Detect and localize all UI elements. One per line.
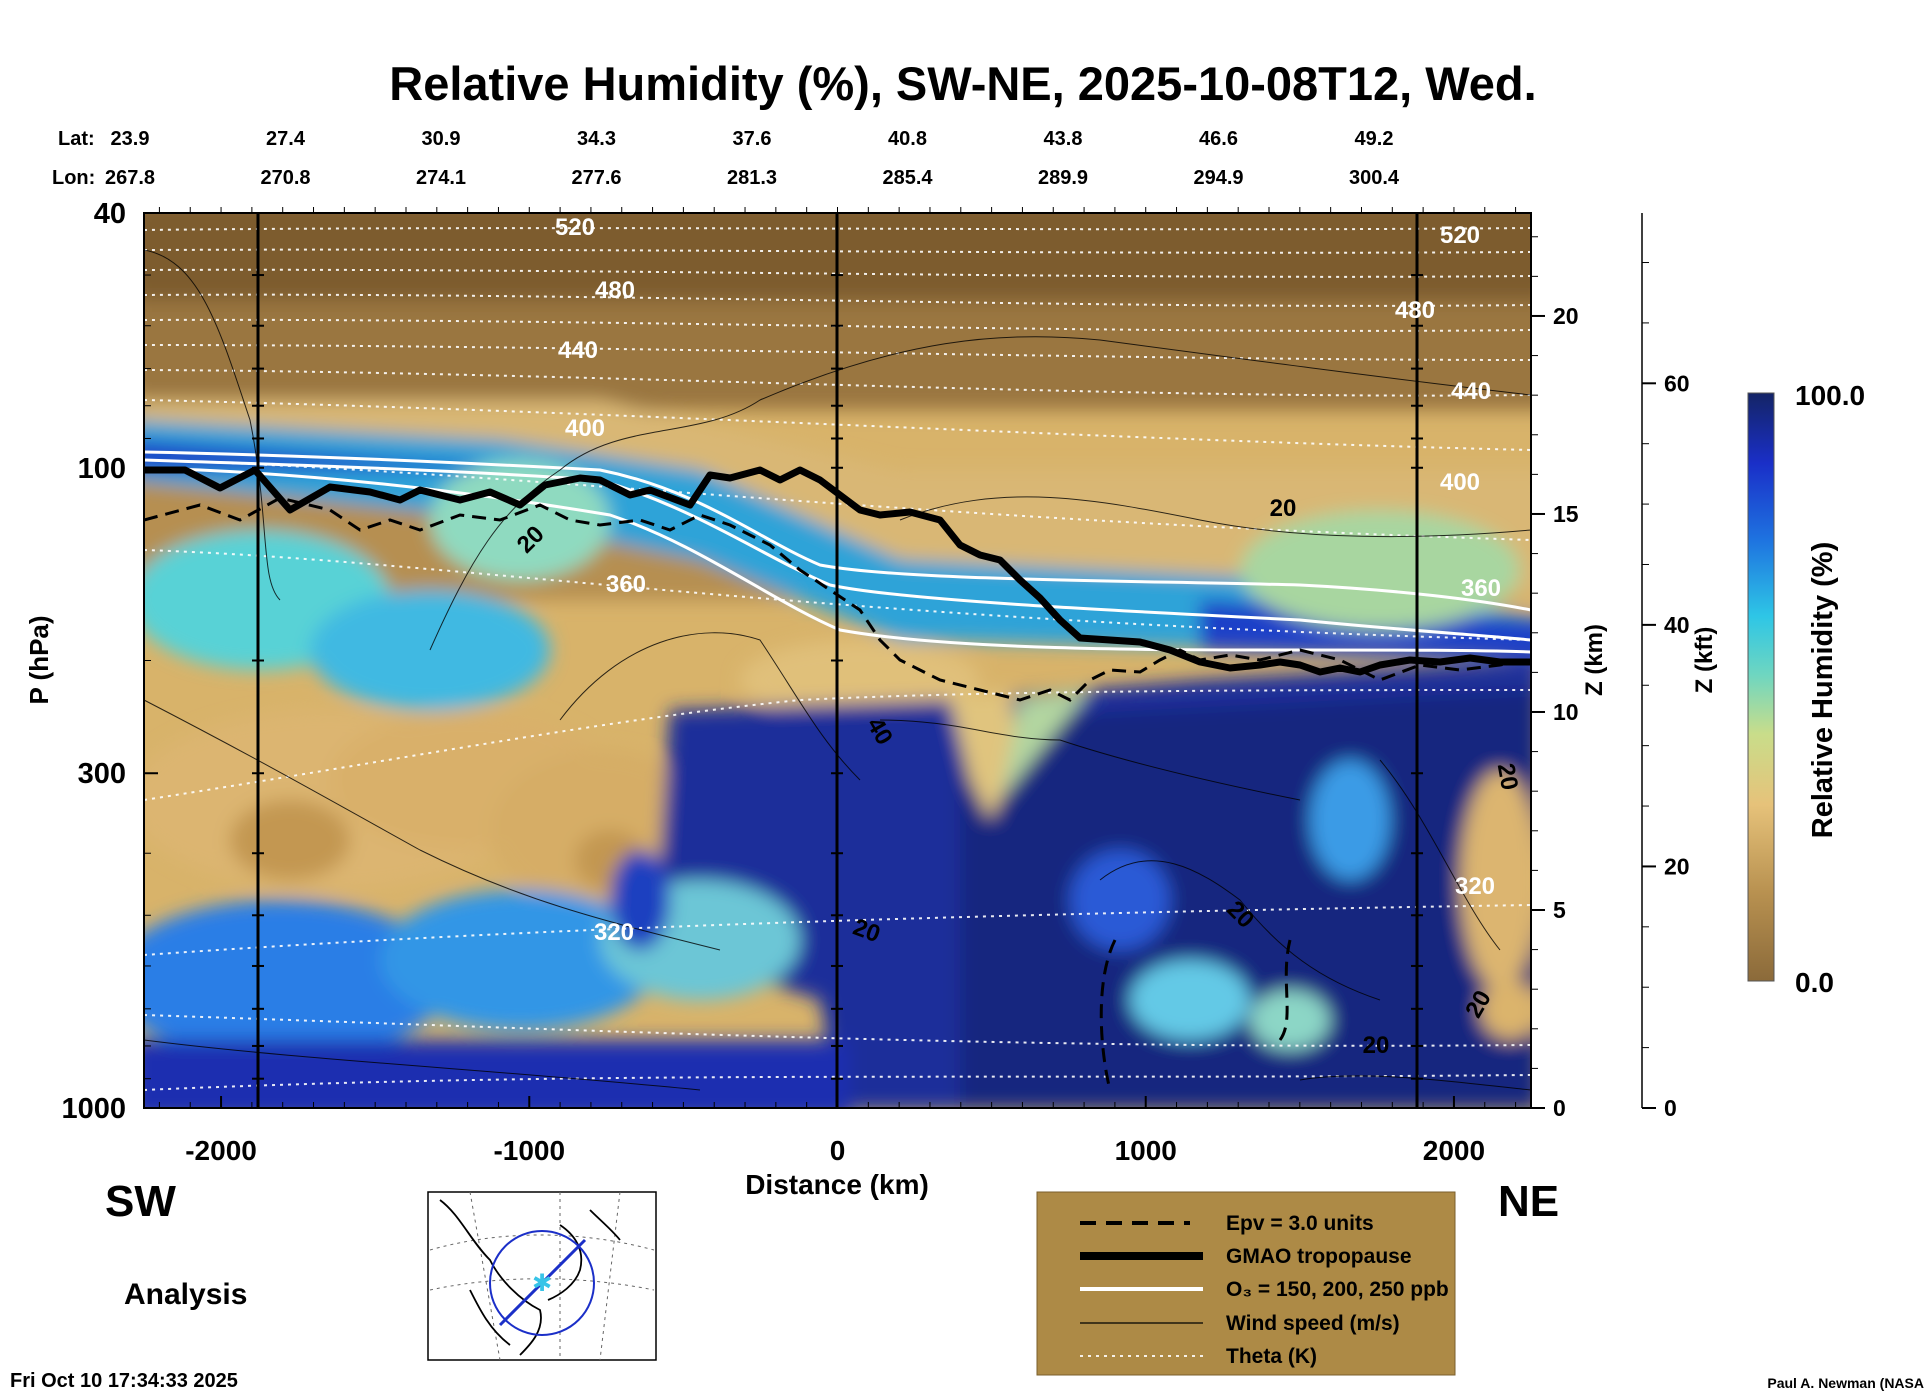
y-axis-label: P (hPa) (24, 615, 54, 704)
z-kft-tick-label: 20 (1664, 853, 1690, 879)
lon-value: 277.6 (571, 167, 621, 189)
lon-value: 270.8 (260, 167, 310, 189)
theta-contour-label: 520 (555, 214, 595, 241)
lat-value: 46.6 (1199, 128, 1238, 150)
map-center-star-icon: ✱ (532, 1269, 552, 1297)
lat-value: 49.2 (1355, 128, 1394, 150)
z-km-tick-label: 15 (1553, 501, 1579, 527)
lon-label: Lon: (52, 167, 95, 189)
lon-value: 300.4 (1349, 167, 1400, 189)
z-km-tick-label: 10 (1553, 699, 1579, 725)
theta-contour-label: 440 (558, 337, 598, 364)
z-km-tick-label: 0 (1553, 1095, 1566, 1121)
z-km-tick-label: 20 (1553, 303, 1579, 329)
lat-value: 27.4 (266, 128, 306, 150)
z-kft-tick-label: 40 (1664, 612, 1690, 638)
lat-value: 43.8 (1044, 128, 1083, 150)
legend-wind: Wind speed (m/s) (1226, 1312, 1400, 1335)
x-tick-label: -2000 (185, 1135, 257, 1166)
legend: Epv = 3.0 units GMAO tropopause O₃ = 150… (1036, 1191, 1456, 1376)
inset-map: ✱ (427, 1191, 657, 1361)
lat-value: 34.3 (577, 128, 616, 150)
lat-lon-header: Lat: Lon: 23.9 27.4 30.9 34.3 37.6 40.8 43.8 46… (52, 128, 1400, 189)
legend-ozone: O₃ = 150, 200, 250 ppb (1226, 1278, 1449, 1301)
theta-contour-label: 360 (606, 571, 646, 598)
z-km-axis-label: Z (km) (1581, 624, 1608, 696)
x-tick-label: 0 (830, 1135, 846, 1166)
colorbar-title: Relative Humidity (%) (1807, 542, 1839, 839)
y-tick-label: 100 (78, 453, 126, 485)
chart-title: Relative Humidity (%), SW-NE, 2025-10-08… (389, 57, 1536, 110)
legend-epv: Epv = 3.0 units (1226, 1212, 1374, 1235)
lon-value: 294.9 (1193, 167, 1243, 189)
theta-contour-label: 320 (594, 919, 634, 946)
credit: Paul A. Newman (NASA (1767, 1375, 1924, 1391)
lat-label: Lat: (58, 128, 95, 150)
theta-contour-label: 520 (1440, 222, 1480, 249)
y-tick-label: 300 (78, 758, 126, 790)
theta-contour-label: 480 (1395, 297, 1435, 324)
theta-contour-label: 440 (1451, 378, 1491, 405)
wind-contour-label: 20 (1363, 1032, 1390, 1059)
lat-value: 40.8 (888, 128, 927, 150)
colorbar-gradient (1747, 392, 1775, 982)
x-tick-label: 2000 (1423, 1135, 1485, 1166)
z-kft-tick-label: 0 (1664, 1095, 1677, 1121)
y-tick-label: 1000 (61, 1093, 126, 1125)
theta-contour-label: 360 (1461, 575, 1501, 602)
wind-contour-label: 20 (1492, 761, 1523, 792)
lon-value: 281.3 (727, 167, 777, 189)
legend-theta: Theta (K) (1226, 1345, 1317, 1368)
lat-value: 37.6 (733, 128, 772, 150)
lat-value: 23.9 (111, 128, 150, 150)
analysis-label: Analysis (124, 1278, 247, 1311)
y-tick-label: 40 (94, 198, 126, 230)
lon-value: 285.4 (882, 167, 933, 189)
lon-value: 289.9 (1038, 167, 1088, 189)
theta-contour-label: 400 (1440, 469, 1480, 496)
z-km-tick-label: 5 (1553, 897, 1566, 923)
colorbar-max-label: 100.0 (1795, 380, 1865, 411)
z-kft-tick-label: 60 (1664, 370, 1690, 396)
z-kft-axis-label: Z (kft) (1691, 627, 1718, 694)
lon-value: 274.1 (416, 167, 466, 189)
x-axis-label: Distance (km) (745, 1169, 929, 1200)
colorbar-min-label: 0.0 (1795, 967, 1834, 998)
sw-label: SW (105, 1177, 176, 1226)
map-range-circle (489, 1230, 595, 1336)
x-tick-label: -1000 (493, 1135, 565, 1166)
lat-value: 30.9 (422, 128, 461, 150)
theta-contour-label: 480 (595, 277, 635, 304)
legend-tropopause: GMAO tropopause (1226, 1245, 1412, 1268)
ne-label: NE (1498, 1177, 1559, 1226)
theta-contour-label: 320 (1455, 873, 1495, 900)
theta-contour-label: 400 (565, 415, 605, 442)
colorbar: 100.0 0.0 Relative Humidity (%) (1747, 380, 1865, 998)
wind-contour-label: 20 (1270, 495, 1297, 522)
timestamp: Fri Oct 10 17:34:33 2025 (10, 1370, 238, 1392)
plot-area (144, 213, 1531, 1108)
lon-value: 267.8 (105, 167, 155, 189)
map-cross-section-line (498, 1238, 587, 1327)
x-tick-label: 1000 (1115, 1135, 1177, 1166)
